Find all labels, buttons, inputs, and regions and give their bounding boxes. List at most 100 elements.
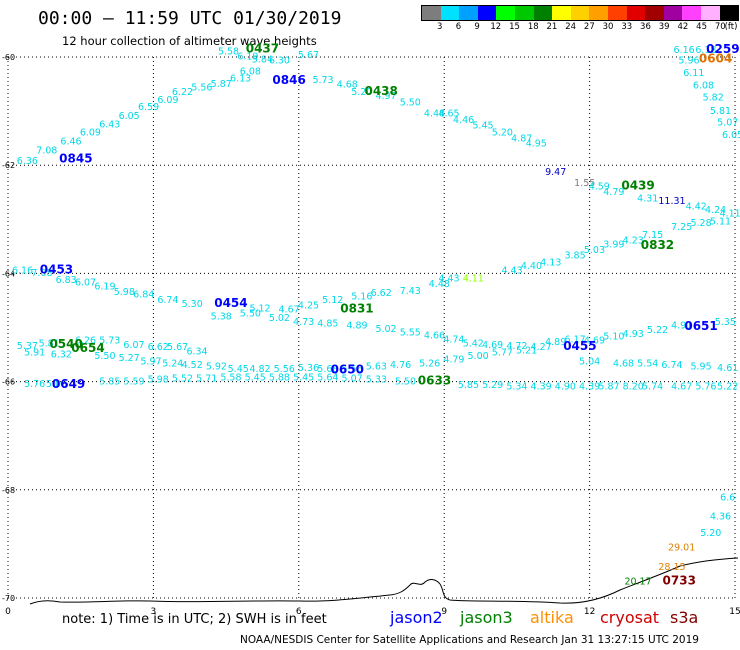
legend-tick-label: 18 (527, 22, 539, 32)
track-time-label: 0651 (684, 319, 717, 333)
legend-swatch (514, 6, 534, 20)
track-time-label: 0454 (214, 296, 247, 310)
wave-height-value: 5.59 (123, 376, 144, 387)
wave-height-value: 5.87 (211, 79, 232, 90)
lon-tick-label: 3 (151, 607, 157, 617)
wave-height-value: 5.08 (46, 379, 67, 390)
track-time-label: 0259 (706, 42, 739, 56)
wave-height-value: 5.12 (249, 303, 270, 314)
wave-height-value: 6.6 (720, 493, 735, 504)
wave-height-value: 4.91 (671, 321, 692, 332)
wave-height-value: 5.30 (182, 299, 203, 310)
wave-height-value: 3.85 (564, 250, 585, 261)
wave-height-value: 9.47 (545, 167, 566, 178)
wave-height-value: 4.68 (613, 358, 634, 369)
wave-height-value: 5.73 (99, 336, 120, 347)
wave-height-value: 28.15 (658, 562, 685, 573)
wave-height-value: 5.76 (24, 379, 45, 390)
wave-height-value: 4.61 (717, 363, 738, 374)
wave-height-value: 6.59 (138, 102, 159, 113)
wave-height-value: 4.48 (424, 109, 445, 120)
wave-height-value: 4.59 (589, 182, 610, 193)
wave-height-value: 4.87 (511, 133, 532, 144)
footnote: note: 1) Time is in UTC; 2) SWH is in fe… (62, 612, 327, 627)
map-grid (7, 56, 736, 599)
legend-tick-label: 36 (640, 22, 651, 32)
wave-height-value: 4.48 (429, 279, 450, 290)
wave-height-value: 5.07 (342, 374, 363, 385)
wave-height-value: 4.69 (482, 340, 503, 351)
wave-height-value: 5.88 (269, 373, 290, 384)
wave-height-value: 6.74 (661, 360, 682, 371)
wave-height-value: 5.45 (472, 120, 493, 131)
wave-height-value: 5.82 (703, 92, 724, 103)
wave-height-value: 4.67 (671, 382, 692, 393)
wave-height-value: 5.98 (114, 287, 135, 298)
wave-height-value: 4.36 (710, 512, 731, 523)
wave-height-value: 4.93 (623, 329, 644, 340)
map-subtitle: 12 hour collection of altimeter wave hei… (62, 34, 317, 48)
map-title: 00:00 – 11:59 UTC 01/30/2019 (38, 8, 342, 29)
wave-height-value: 5.33 (366, 375, 387, 386)
wave-height-value: 5.96 (678, 55, 699, 66)
track-time-label: 0453 (40, 262, 73, 276)
antarctic-coastline (29, 557, 739, 605)
wave-height-value: 5.50 (395, 376, 416, 387)
wave-height-value: 4.27 (531, 342, 552, 353)
wave-height-value: 6.09 (80, 127, 101, 138)
wave-height-value: 5.03 (584, 245, 605, 256)
legend-tick-label: 39 (658, 22, 670, 32)
lat-tick-label: -62 (2, 161, 15, 170)
wave-height-value: 4.72 (506, 341, 527, 352)
legend-tick-label: 12 (490, 22, 502, 32)
wave-height-value: 5.63 (366, 362, 387, 373)
wave-height-value: 5.20 (351, 87, 372, 98)
wave-height-value: 6.05 (722, 130, 740, 141)
wave-height-value: 5.71 (196, 374, 217, 385)
legend-swatch (607, 6, 627, 20)
wave-height-value: 6.30 (269, 55, 290, 66)
track-time-label: 0439 (621, 179, 654, 193)
wave-height-value: 6.08 (240, 66, 261, 77)
track-time-label: 0654 (71, 341, 104, 355)
wave-height-value: 4.90 (555, 382, 576, 393)
satellite-altika: altika (530, 608, 574, 627)
track-time-label: 0540 (49, 337, 82, 351)
wave-height-value: 5.45 (293, 373, 314, 384)
wave-height-value: 6.84 (133, 290, 154, 301)
wave-height-value: 4.52 (182, 360, 203, 371)
wave-height-value: 5.87 (598, 382, 619, 393)
wave-height-value: 5.45 (228, 364, 249, 375)
wave-height-value: 4.82 (249, 364, 270, 375)
legend-tick-label: 42 (677, 22, 689, 32)
wave-height-value: 5.95 (690, 362, 711, 373)
legend-tick-label: 45 (696, 22, 707, 32)
wave-height-value: 5.37 (17, 341, 38, 352)
wave-height-value: 5.22 (717, 382, 738, 393)
wave-height-value: 5.34 (506, 382, 527, 393)
wave-height-value: 5.07 (717, 118, 738, 129)
wave-height-value: 6.32 (51, 349, 72, 360)
legend-swatch (459, 6, 478, 20)
wave-height-value: 1.55 (574, 178, 595, 189)
wave-height-value: 4.23 (623, 236, 644, 247)
track-time-label: 0455 (563, 339, 596, 353)
wave-height-value: 5.68 (317, 364, 338, 375)
wave-height-value: 5.20 (492, 127, 513, 138)
wave-height-value: 5.26 (419, 358, 440, 369)
wave-height-value: 5.56 (191, 83, 212, 94)
wave-height-value: 7.43 (400, 286, 421, 297)
legend-unit: (ft) (724, 22, 738, 32)
legend-tick-label: 3 (436, 22, 443, 32)
wave-height-value: 4.97 (375, 91, 396, 102)
wave-height-value: 5.02 (375, 324, 396, 335)
legend-swatch (719, 6, 739, 20)
track-time-label: 0650 (331, 362, 364, 376)
wave-height-value: 6.17 (564, 335, 585, 346)
wave-height-value: 5.77 (492, 348, 513, 359)
legend-tick-label: 24 (565, 22, 577, 32)
wave-height-value: 5.55 (400, 328, 421, 339)
wave-height-value: 5.16 (351, 291, 372, 302)
wave-height-value: 4.67 (279, 304, 300, 315)
